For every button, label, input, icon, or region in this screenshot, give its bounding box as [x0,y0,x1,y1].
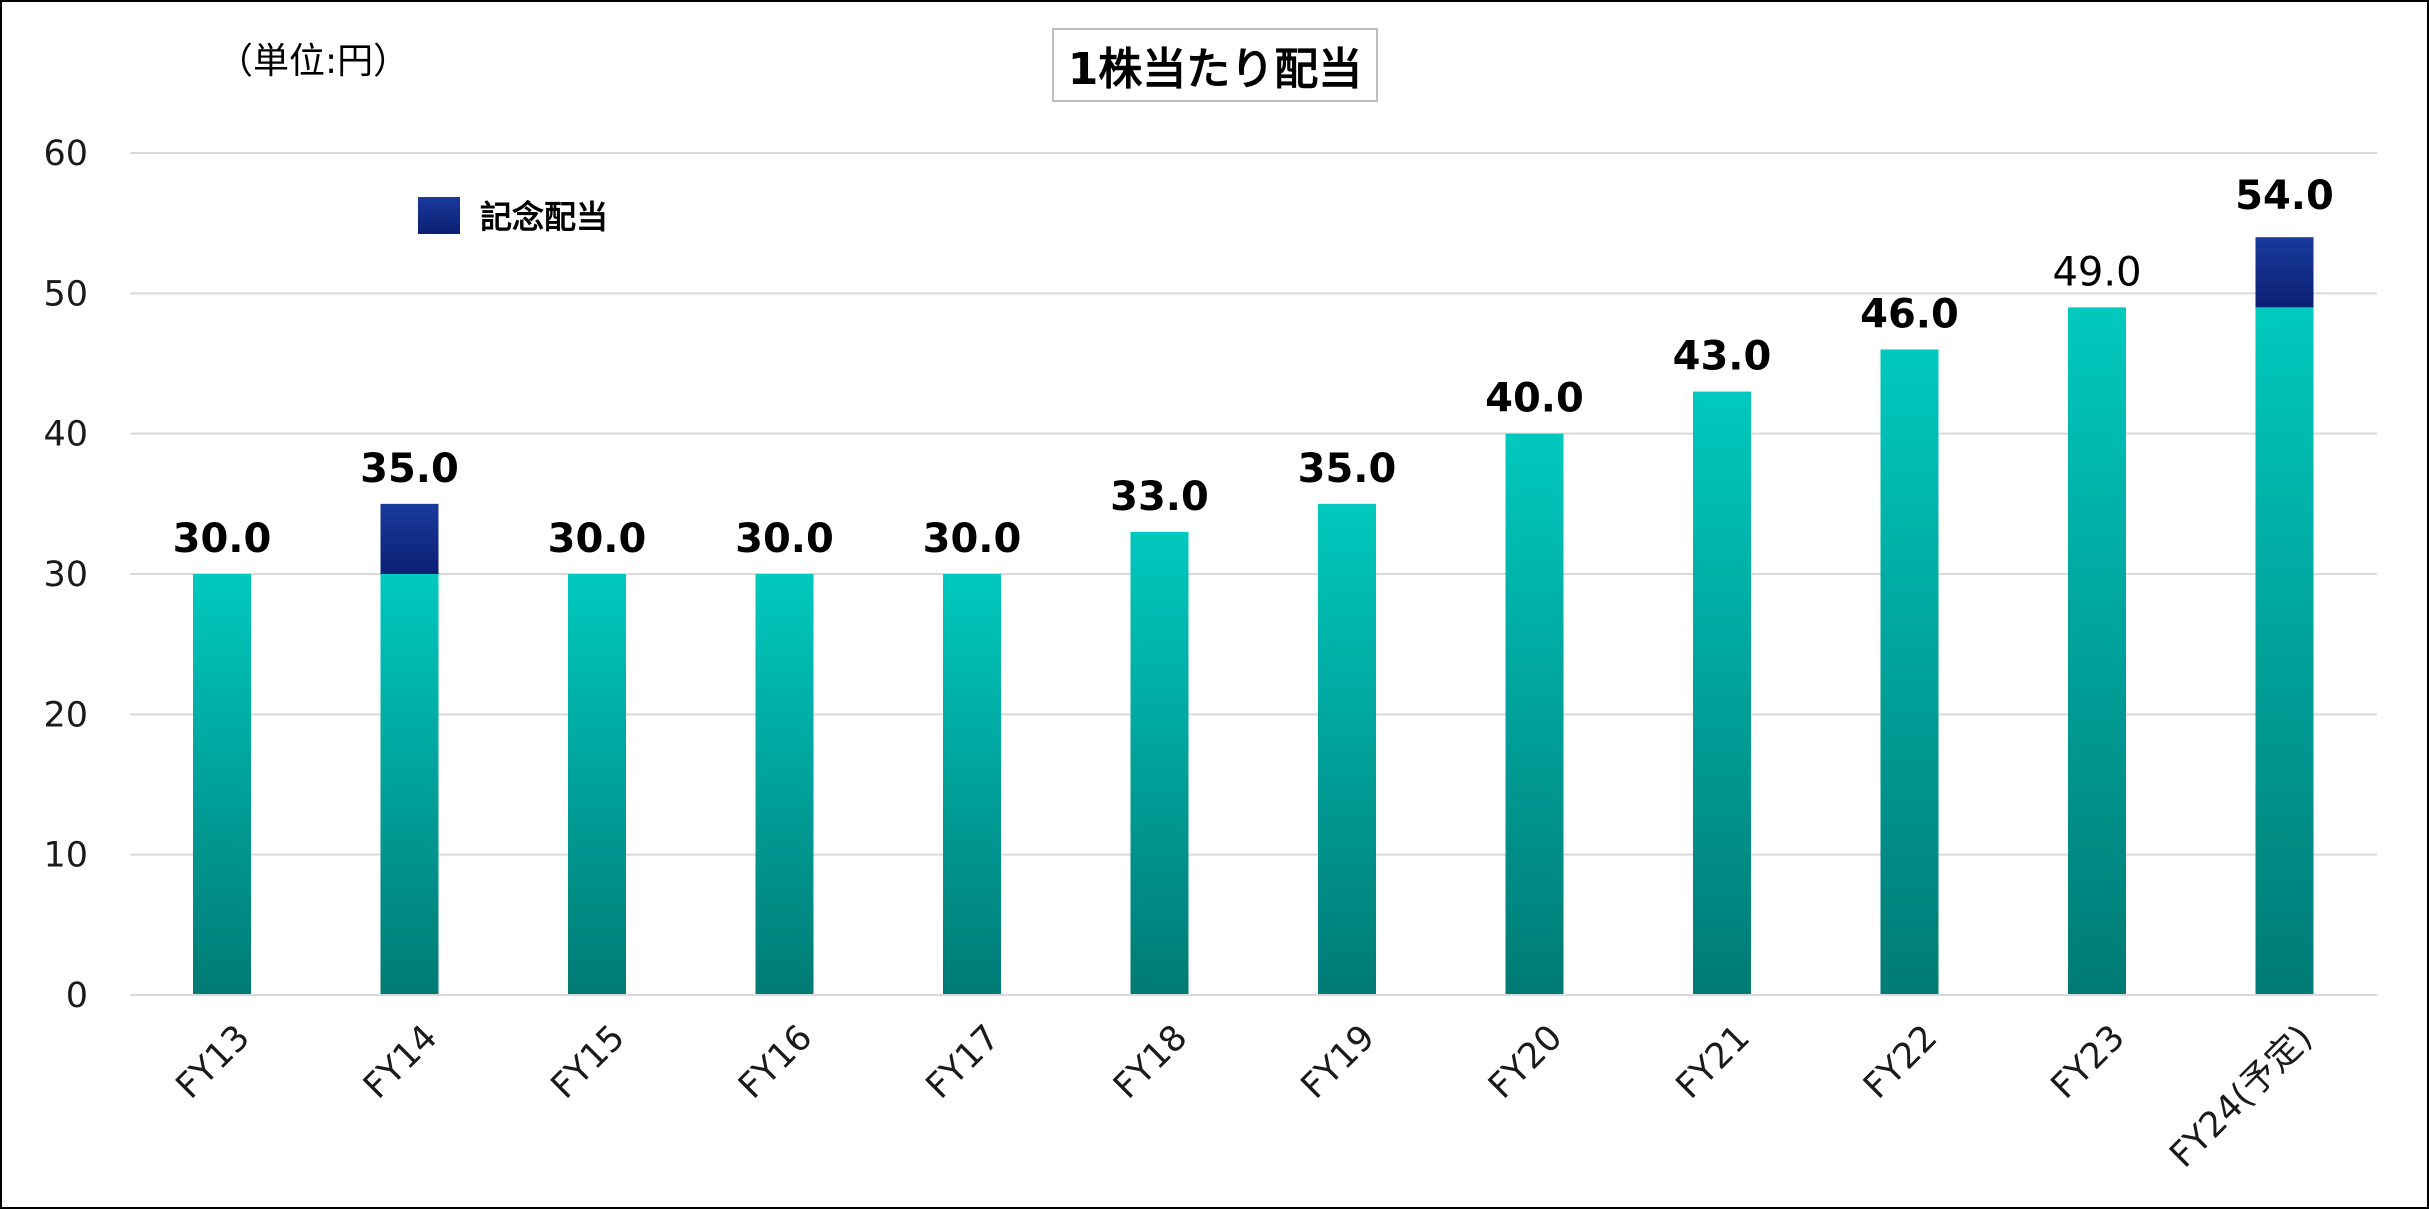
y-tick-label: 20 [43,695,88,735]
bars [193,237,2314,996]
y-tick-label: 60 [43,134,88,174]
legend: 記念配当 [418,192,608,238]
x-tick-label: FY18 [1106,1018,1195,1107]
gridlines [130,152,2377,996]
data-label-FY22: 46.0 [1860,291,1959,337]
bar-regular-FY13 [193,574,251,995]
x-tick-label: FY16 [731,1018,820,1107]
y-tick-label: 40 [43,415,88,455]
unit-label: （単位:円） [217,41,410,82]
x-tick-label: FY17 [919,1018,1008,1107]
x-tick-label: FY21 [1669,1018,1758,1107]
bar-regular-FY14 [380,574,439,995]
bar-regular-FY19 [1318,503,1376,995]
data-label-FY18: 33.0 [1110,474,1209,520]
bar-regular-FY18 [1130,531,1189,995]
data-labels: 30.0 35.0 30.0 30.0 30.0 33.0 35.0 40.0 43.0 46.0… [173,173,2334,562]
data-label-FY17: 30.0 [923,516,1022,562]
y-tick-label: 0 [66,976,88,1016]
x-axis: FY13 FY14 FY15 FY16 FY17 FY18 FY19 FY20 FY21 FY22… [130,994,2377,1176]
data-label-FY23: 49.0 [2052,249,2141,295]
bar-regular-FY22 [1880,349,1939,995]
bar-regular-FY15 [568,574,626,995]
x-tick-label: FY24(予定) [2162,1018,2320,1176]
data-label-FY16: 30.0 [735,516,834,562]
legend-label-commemorative: 記念配当 [480,198,609,236]
data-label-FY19: 35.0 [1298,446,1397,492]
legend-swatch-commemorative [418,196,460,234]
bar-commemorative-FY24(予定) [2255,237,2314,308]
chart-title: 1株当たり配当 [1052,28,1378,102]
data-label-FY13: 30.0 [173,516,272,562]
bar-regular-FY17 [943,574,1001,995]
bar-regular-FY21 [1693,391,1751,996]
y-tick-label: 50 [43,274,88,314]
data-label-FY21: 43.0 [1673,334,1772,380]
x-tick-label: FY20 [1481,1018,1570,1107]
x-tick-label: FY19 [1294,1018,1383,1107]
y-tick-label: 10 [43,836,88,876]
x-tick-label: FY22 [1856,1018,1945,1107]
bar-regular-FY24(予定) [2255,307,2314,995]
data-label-FY14: 35.0 [360,446,459,492]
y-tick-label: 30 [43,555,88,595]
y-axis: 0 10 20 30 40 50 60 [43,134,88,1016]
x-tick-label: FY15 [544,1018,633,1107]
x-tick-label: FY13 [169,1018,258,1107]
data-label-FY24(予定): 54.0 [2235,173,2334,219]
x-tick-label: FY14 [356,1018,445,1107]
x-tick-label: FY23 [2044,1018,2133,1107]
bar-commemorative-FY14 [380,503,439,574]
data-label-FY15: 30.0 [548,516,647,562]
bar-regular-FY23 [2068,307,2126,995]
bar-regular-FY20 [1505,433,1564,996]
bar-regular-FY16 [755,574,814,995]
data-label-FY20: 40.0 [1485,376,1584,422]
